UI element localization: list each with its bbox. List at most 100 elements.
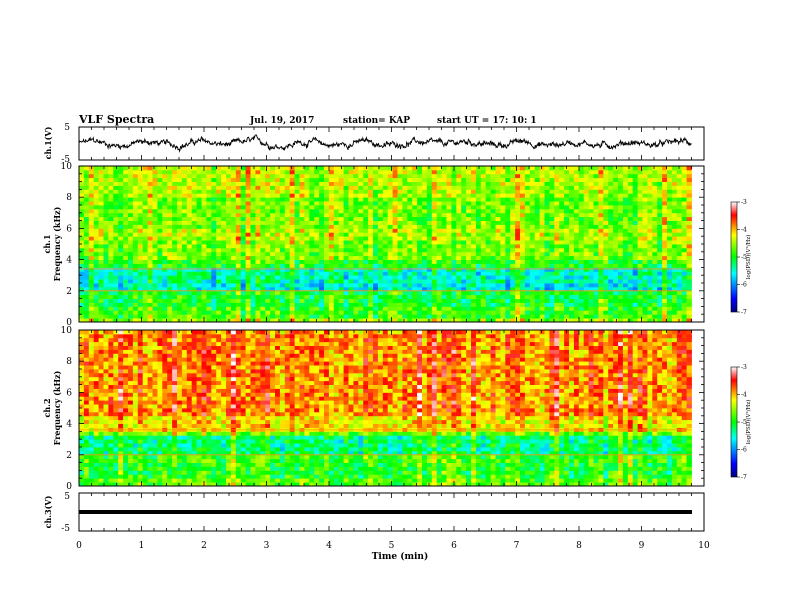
spectrogram-cell — [392, 263, 398, 268]
spectrogram-cell — [191, 205, 197, 210]
spectrogram-cell — [431, 255, 438, 260]
spectrogram-cell — [662, 290, 668, 296]
spectrogram-cell — [201, 169, 207, 175]
spectrogram-cell — [265, 169, 271, 175]
spectrogram-cell — [539, 189, 545, 194]
spectrogram-cell — [172, 240, 178, 245]
spectrogram-cell — [397, 169, 403, 175]
spectrogram-cell — [573, 275, 580, 280]
spectrogram-cell — [573, 224, 580, 229]
spectrogram-cell — [88, 220, 95, 225]
spectrogram-cell — [103, 236, 109, 241]
spectrogram-cell — [98, 212, 104, 218]
spectrogram-cell — [637, 302, 643, 307]
spectrogram-cell — [284, 298, 291, 303]
spectrogram-cell — [642, 302, 648, 307]
spectrogram-cell — [338, 275, 344, 280]
spectrogram-cell — [284, 236, 291, 241]
spectrogram-cell — [79, 251, 85, 257]
spectrogram-cell — [642, 275, 648, 280]
spectrogram-cell — [490, 224, 496, 229]
spectrogram-cell — [637, 232, 643, 237]
spectrogram-cell — [98, 306, 104, 311]
spectrogram-cell — [319, 220, 325, 225]
spectrogram-cell — [598, 224, 604, 229]
spectrogram-cell — [681, 224, 687, 229]
spectrogram-cell — [652, 228, 658, 233]
spectrogram-cell — [564, 220, 570, 225]
spectrogram-cell — [671, 267, 678, 272]
spectrogram-cell — [618, 290, 624, 296]
spectrogram-cell — [152, 205, 158, 210]
spectrogram-cell — [407, 314, 413, 319]
spectrogram-cell — [98, 228, 104, 233]
spectrogram-cell — [270, 251, 276, 257]
spectrogram-cell — [123, 236, 129, 241]
spectrogram-cell — [103, 201, 109, 206]
spectrogram-cell — [240, 290, 246, 296]
spectrogram-cell — [211, 169, 217, 175]
spectrogram-cell — [172, 251, 178, 257]
spectrogram-cell — [627, 259, 634, 264]
spectrogram-cell — [319, 240, 325, 245]
spectrogram-cell — [622, 255, 629, 260]
spectrogram-cell — [255, 185, 261, 190]
spectrogram-cell — [265, 201, 271, 206]
spectrogram-cell — [250, 220, 256, 225]
spectrogram-cell — [88, 255, 95, 260]
spectrogram-cell — [475, 302, 482, 307]
spectrogram-cell — [583, 290, 589, 296]
spectrogram-cell — [495, 232, 501, 237]
spectrogram-cell — [284, 259, 291, 264]
spectrogram-cell — [667, 294, 673, 299]
spectrogram-cell — [412, 275, 418, 280]
spectrogram-cell — [652, 185, 658, 190]
spectrogram-cell — [382, 240, 389, 245]
spectrogram-cell — [162, 247, 168, 253]
spectrogram-cell — [250, 201, 256, 206]
spectrogram-cell — [260, 216, 266, 221]
spectrogram-cell — [544, 310, 550, 315]
spectrogram-cell — [534, 240, 540, 245]
spectrogram-cell — [353, 267, 359, 272]
spectrogram-cell — [201, 290, 207, 296]
spectrogram-cell — [466, 306, 472, 311]
spectrogram-cell — [368, 271, 374, 276]
spectrogram-cell — [373, 228, 379, 233]
spectrogram-cell — [676, 201, 683, 206]
spectrogram-cell — [186, 286, 193, 292]
spectrogram-cell — [642, 259, 648, 264]
spectrogram-cell — [245, 283, 251, 288]
spectrogram-cell — [598, 212, 604, 218]
spectrogram-cell — [83, 306, 90, 311]
spectrogram-cell — [426, 240, 433, 245]
spectrogram-cell — [333, 201, 340, 206]
spectrogram-cell — [79, 247, 85, 253]
spectrogram-cell — [319, 173, 325, 179]
spectrogram-cell — [132, 255, 139, 260]
spectrogram-cell — [510, 255, 516, 260]
spectrogram-cell — [520, 251, 526, 257]
spectrogram-cell — [446, 201, 452, 206]
spectrogram-cell — [431, 169, 438, 175]
spectrogram-cell — [348, 259, 354, 264]
spectrogram-cell — [108, 244, 114, 249]
spectrogram-cell — [559, 302, 565, 307]
spectrogram-cell — [363, 259, 369, 264]
spectrogram-cell — [392, 318, 398, 323]
spectrogram-cell — [524, 208, 531, 214]
spectrogram-cell — [441, 205, 447, 210]
spectrogram-cell — [652, 290, 658, 296]
spectrogram-cell — [471, 220, 477, 225]
spectrogram-cell — [422, 201, 428, 206]
spectrogram-cell — [422, 279, 428, 284]
spectrogram-cell — [534, 208, 540, 214]
spectrogram-cell — [211, 318, 217, 323]
spectrogram-cell — [93, 232, 99, 237]
spectrogram-cell — [353, 294, 359, 299]
spectrogram-cell — [191, 255, 197, 260]
spectrogram-cell — [637, 283, 643, 288]
spectrogram-cell — [206, 275, 212, 280]
spectrogram-cell — [392, 259, 398, 264]
